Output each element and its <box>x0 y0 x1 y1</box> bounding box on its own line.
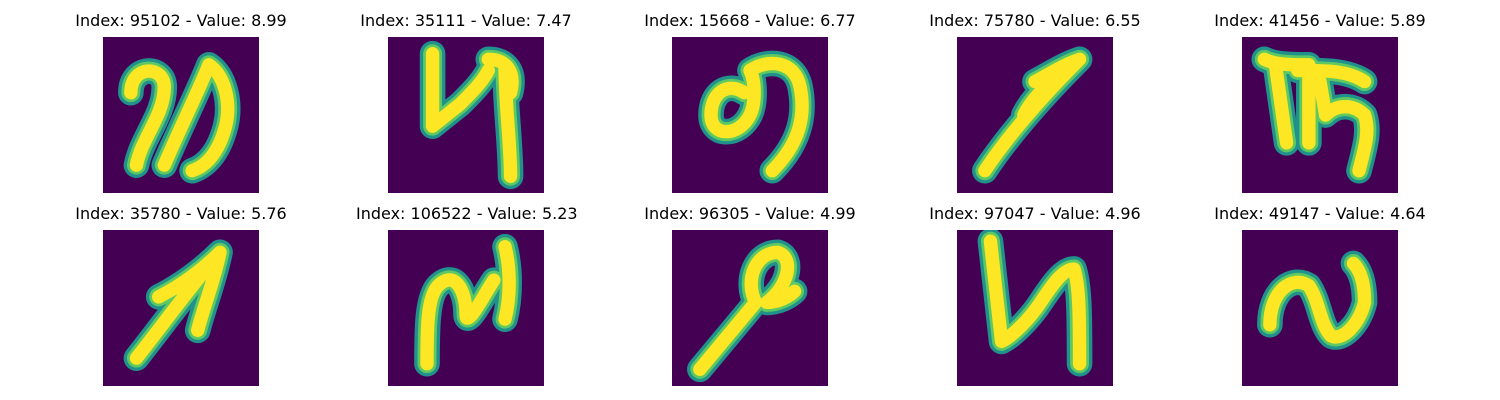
panel-title: Index: 97047 - Value: 4.96 <box>929 204 1141 223</box>
panel-8: Index: 96305 - Value: 4.99 <box>640 204 860 394</box>
handwritten-glyph-image <box>957 230 1113 386</box>
panel-title: Index: 106522 - Value: 5.23 <box>356 204 578 223</box>
panel-title: Index: 41456 - Value: 5.89 <box>1214 11 1426 30</box>
panel-9: Index: 97047 - Value: 4.96 <box>925 204 1145 394</box>
panel-10: Index: 49147 - Value: 4.64 <box>1210 204 1430 394</box>
panel-title: Index: 49147 - Value: 4.64 <box>1214 204 1426 223</box>
panel-5: Index: 41456 - Value: 5.89 <box>1210 11 1430 201</box>
panel-1: Index: 95102 - Value: 8.99 <box>71 11 291 201</box>
panel-title: Index: 75780 - Value: 6.55 <box>929 11 1141 30</box>
panel-title: Index: 35111 - Value: 7.47 <box>360 11 572 30</box>
panel-title: Index: 96305 - Value: 4.99 <box>644 204 856 223</box>
handwritten-glyph-image <box>672 230 828 386</box>
handwritten-glyph-image <box>1242 37 1398 193</box>
panel-title: Index: 95102 - Value: 8.99 <box>75 11 287 30</box>
panel-title: Index: 15668 - Value: 6.77 <box>644 11 856 30</box>
panel-2: Index: 35111 - Value: 7.47 <box>356 11 576 201</box>
handwritten-glyph-image <box>388 37 544 193</box>
handwritten-glyph-image <box>388 230 544 386</box>
panel-6: Index: 35780 - Value: 5.76 <box>71 204 291 394</box>
handwritten-glyph-image <box>672 37 828 193</box>
panel-title: Index: 35780 - Value: 5.76 <box>75 204 287 223</box>
handwritten-glyph-image <box>957 37 1113 193</box>
handwritten-glyph-image <box>103 37 259 193</box>
handwritten-glyph-image <box>1242 230 1398 386</box>
handwritten-glyph-image <box>103 230 259 386</box>
panel-3: Index: 15668 - Value: 6.77 <box>640 11 860 201</box>
panel-4: Index: 75780 - Value: 6.55 <box>925 11 1145 201</box>
panel-7: Index: 106522 - Value: 5.23 <box>356 204 578 394</box>
